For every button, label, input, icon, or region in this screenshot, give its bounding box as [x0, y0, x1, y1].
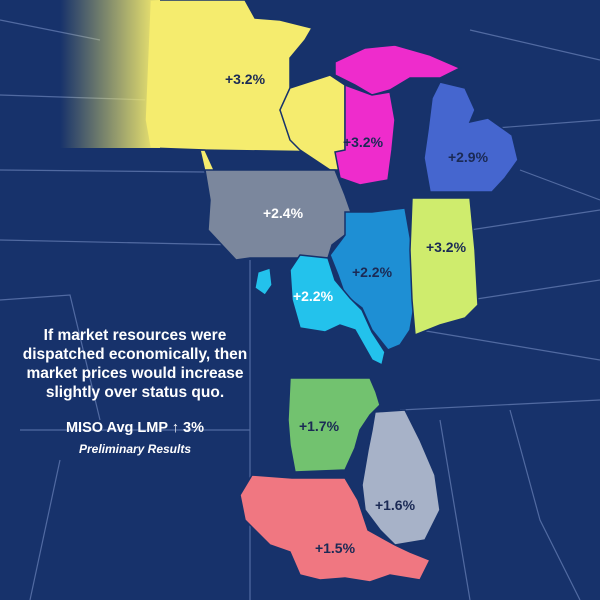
- label-minnesota: +3.2%: [225, 71, 266, 87]
- annotation-text: If market resources were dispatched econ…: [22, 327, 248, 401]
- region-arkansas: [287, 377, 381, 473]
- region-indiana: [409, 197, 479, 337]
- region-missouri-islet: [254, 267, 273, 296]
- preliminary-results: Preliminary Results: [78, 442, 192, 456]
- label-iowa: +2.4%: [263, 205, 304, 221]
- annotation-box: If market resources were dispatched econ…: [20, 326, 250, 456]
- label-indiana: +3.2%: [426, 239, 467, 255]
- label-louisiana: +1.5%: [315, 540, 356, 556]
- region-louisiana: [239, 474, 432, 583]
- label-missouri: +2.2%: [293, 288, 334, 304]
- minnesota-glow: [60, 0, 160, 148]
- label-michigan-lp: +2.9%: [448, 149, 489, 165]
- state-boundaries: [0, 19, 600, 600]
- region-missouri: [289, 254, 386, 367]
- region-michigan-up: [334, 44, 462, 96]
- region-michigan-lp: [423, 81, 519, 193]
- label-wisconsin-east: +3.2%: [343, 134, 384, 150]
- region-labels: +3.2% +3.2% +2.9% +2.4% +2.2% +3.2% +2.2…: [225, 71, 489, 556]
- region-iowa: [204, 169, 353, 261]
- label-mississippi: +1.6%: [375, 497, 416, 513]
- region-illinois: [329, 207, 416, 351]
- region-wisconsin-east: [334, 83, 396, 186]
- label-arkansas: +1.7%: [299, 418, 340, 434]
- miso-avg-lmp: MISO Avg LMP ↑ 3%: [65, 420, 205, 436]
- label-illinois: +2.2%: [352, 264, 393, 280]
